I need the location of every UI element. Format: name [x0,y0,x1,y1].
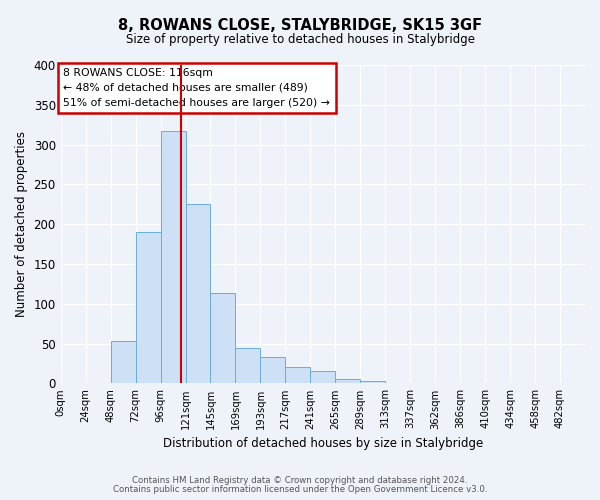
Bar [136,232,161,384]
Bar [235,348,260,384]
Text: Contains public sector information licensed under the Open Government Licence v3: Contains public sector information licen… [113,485,487,494]
Text: 8 ROWANS CLOSE: 116sqm
← 48% of detached houses are smaller (489)
51% of semi-de: 8 ROWANS CLOSE: 116sqm ← 48% of detached… [63,68,330,108]
Bar [335,380,360,384]
Bar [185,204,211,384]
Text: Contains HM Land Registry data © Crown copyright and database right 2024.: Contains HM Land Registry data © Crown c… [132,476,468,485]
Bar [260,357,286,384]
Bar [310,372,335,384]
Text: Size of property relative to detached houses in Stalybridge: Size of property relative to detached ho… [125,32,475,46]
Text: 8, ROWANS CLOSE, STALYBRIDGE, SK15 3GF: 8, ROWANS CLOSE, STALYBRIDGE, SK15 3GF [118,18,482,32]
Bar [286,366,310,384]
Bar [161,131,185,384]
Bar [110,341,136,384]
Bar [211,292,235,384]
X-axis label: Distribution of detached houses by size in Stalybridge: Distribution of detached houses by size … [163,437,483,450]
Y-axis label: Number of detached properties: Number of detached properties [15,131,28,317]
Bar [360,381,385,384]
